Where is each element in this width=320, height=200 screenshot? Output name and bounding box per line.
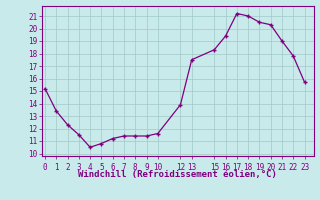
Text: 23: 23 (300, 163, 309, 172)
Text: 7: 7 (122, 163, 126, 172)
Text: 0: 0 (43, 163, 47, 172)
Text: 5: 5 (99, 163, 104, 172)
Text: 10: 10 (153, 163, 163, 172)
Text: 15: 15 (210, 163, 219, 172)
Text: 9: 9 (144, 163, 149, 172)
Text: 21: 21 (277, 163, 287, 172)
Text: 20: 20 (266, 163, 275, 172)
Text: 18: 18 (244, 163, 253, 172)
Text: 16: 16 (221, 163, 230, 172)
Text: 22: 22 (289, 163, 298, 172)
Text: 12: 12 (176, 163, 185, 172)
Text: 4: 4 (88, 163, 92, 172)
Text: 2: 2 (65, 163, 70, 172)
X-axis label: Windchill (Refroidissement éolien,°C): Windchill (Refroidissement éolien,°C) (78, 170, 277, 179)
Text: 19: 19 (255, 163, 264, 172)
Text: 6: 6 (110, 163, 115, 172)
Text: 13: 13 (187, 163, 196, 172)
Text: 17: 17 (232, 163, 242, 172)
Text: 1: 1 (54, 163, 59, 172)
Text: 3: 3 (76, 163, 81, 172)
Text: 8: 8 (133, 163, 138, 172)
